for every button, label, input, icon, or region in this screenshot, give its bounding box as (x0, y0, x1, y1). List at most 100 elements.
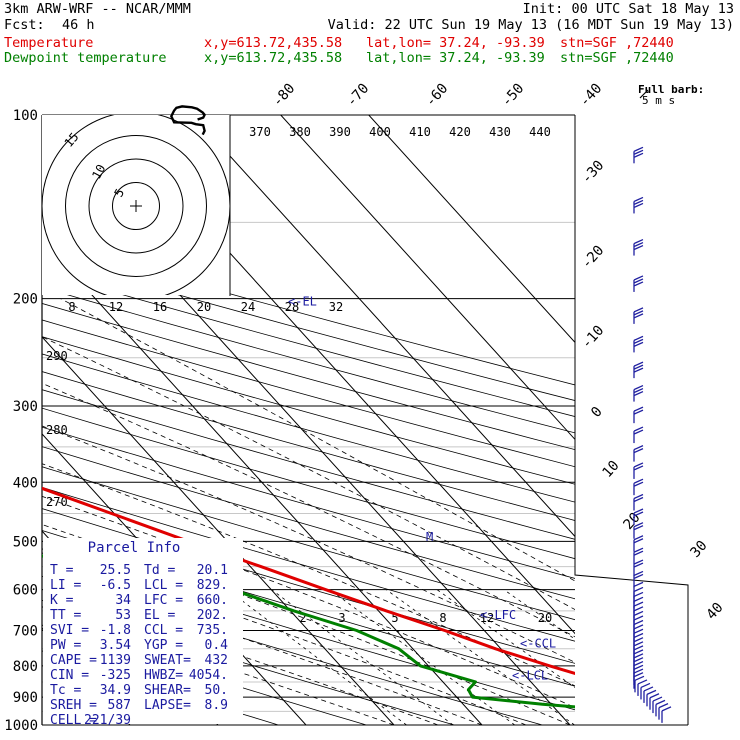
melting-level-marker: M (426, 530, 433, 544)
dewpoint-xy: x,y=613.72,435.58 (204, 50, 343, 66)
isotherm-label: -20 (579, 243, 608, 273)
isotherm-line (280, 115, 575, 441)
wind-barb-flag (633, 196, 644, 203)
hodograph-ring (112, 182, 160, 230)
wind-barb-flag (633, 535, 644, 541)
parcel-info-background (43, 538, 243, 724)
dry-adiabat-line (42, 240, 575, 386)
wind-barb-flag (633, 624, 644, 630)
hodograph-ring (88, 158, 184, 254)
theta-e-label: 280 (46, 423, 68, 437)
wind-barb-flag (633, 508, 644, 514)
wind-barb-flag (633, 481, 644, 487)
wind-barb-flag (633, 511, 644, 517)
wind-barb-flag (633, 338, 644, 344)
parcel-param-name: SHEAR= (144, 683, 191, 698)
wind-barb-flag (633, 581, 644, 587)
wind-barb-flag (633, 668, 644, 674)
dry-adiabat-line (42, 255, 575, 401)
wind-barb-flag (633, 335, 644, 341)
theta-label: 380 (289, 125, 311, 139)
temperature-legend: Temperature (4, 35, 94, 51)
mixing-ratio-label: 20 (538, 611, 552, 625)
pressure-tick-label: 100 (13, 108, 38, 124)
parcel-param-name: SREH = (50, 698, 97, 713)
wind-barb-flag (633, 610, 644, 617)
wind-barb (633, 361, 644, 379)
hodograph-ring-label: 10 (89, 162, 108, 181)
parcel-param-value: 202. (197, 608, 228, 623)
wind-barb (655, 699, 666, 717)
wind-barb-flag (633, 278, 644, 284)
barb-legend-sample (639, 89, 649, 99)
wind-barb-flag (637, 679, 648, 685)
isotherm-label: -50 (499, 81, 528, 111)
wind-barb-flag (633, 406, 644, 412)
isotherm-label: -10 (579, 323, 608, 353)
parcel-info-panel: Parcel Info T = 25.5 Td = 20.1 LI = -6.5 LCL = 8… (43, 538, 243, 728)
wind-barb (633, 275, 644, 292)
wind-barb-flag (633, 448, 644, 454)
wind-barb-flag (633, 601, 644, 607)
parcel-param-value: -1.8 (100, 623, 131, 638)
wind-barb-flag (633, 637, 644, 643)
wind-barb (649, 693, 660, 710)
wind-barb-flag (633, 538, 644, 544)
lfc-marker: <-LFC (480, 608, 516, 622)
dry-adiabat-line (42, 303, 575, 451)
parcel-param-name: LCL = (144, 578, 183, 593)
wind-barb-flag (633, 591, 644, 598)
pressure-tick-label: 200 (13, 292, 38, 308)
el-marker: <-EL (288, 294, 317, 308)
wind-barb-flag (633, 641, 644, 647)
parcel-param-value: 735. (197, 623, 228, 638)
wind-barb-flag (633, 573, 644, 580)
parcel-param-name: TT = (50, 608, 81, 623)
wind-barb-flag (633, 525, 644, 531)
isotherm-label: 30 (687, 538, 710, 561)
dewpoint-station: stn=SGF ,72440 (560, 50, 674, 66)
temperature-xy: x,y=613.72,435.58 (204, 35, 343, 51)
parcel-param-value: 660. (197, 593, 228, 608)
wind-barb-flag (633, 664, 644, 670)
wind-barb-flag (633, 632, 644, 639)
dewpoint-latlon: lat,lon= 37.24, -93.39 (366, 50, 545, 66)
wind-barb (633, 238, 644, 256)
dry-adiabat-line (42, 575, 543, 725)
wind-barb-flag (633, 496, 644, 503)
wind-barb-flag (633, 307, 644, 313)
wind-barb (633, 384, 644, 402)
wind-barb-flag (633, 238, 644, 245)
parcel-param-value: 34.9 (100, 683, 131, 698)
isotherm-label: -80 (270, 81, 299, 111)
parcel-param-name: CCL = (144, 623, 183, 638)
speed-scale-label: 32 (329, 300, 343, 314)
ccl-marker: <-CCL (520, 636, 556, 650)
dry-adiabat-line (42, 271, 575, 417)
parcel-param-name: SVI = (50, 623, 89, 638)
parcel-param-name: Td = (144, 563, 175, 578)
wind-barb-flag (633, 465, 644, 471)
init-time: Init: 00 UTC Sat 18 May 13 (522, 1, 734, 17)
wind-barb (633, 445, 644, 462)
parcel-param-name: T = (50, 563, 74, 578)
parcel-param-value: 8.9 (205, 698, 228, 713)
parcel-param-name: CELL = (50, 713, 97, 728)
wind-barb-flag (633, 493, 644, 500)
pressure-tick-label: 500 (13, 534, 38, 550)
parcel-param-name: CIN = (50, 668, 89, 683)
pressure-tick-label: 900 (13, 690, 38, 706)
wind-barb (633, 462, 644, 479)
mixing-ratio-line (386, 589, 575, 725)
isotherm-label: -60 (423, 81, 452, 111)
hodograph-rings (42, 115, 230, 295)
mixing-ratio-label: 5 (391, 611, 398, 625)
wind-barb (634, 675, 645, 693)
wind-barb-flag (633, 550, 644, 556)
pressure-tick-label: 400 (13, 475, 38, 491)
parcel-param-name: HWBZ= (144, 668, 183, 683)
wind-barb-flag (633, 409, 644, 415)
wind-barb-flag (633, 429, 644, 435)
isotherm-line (42, 239, 483, 725)
